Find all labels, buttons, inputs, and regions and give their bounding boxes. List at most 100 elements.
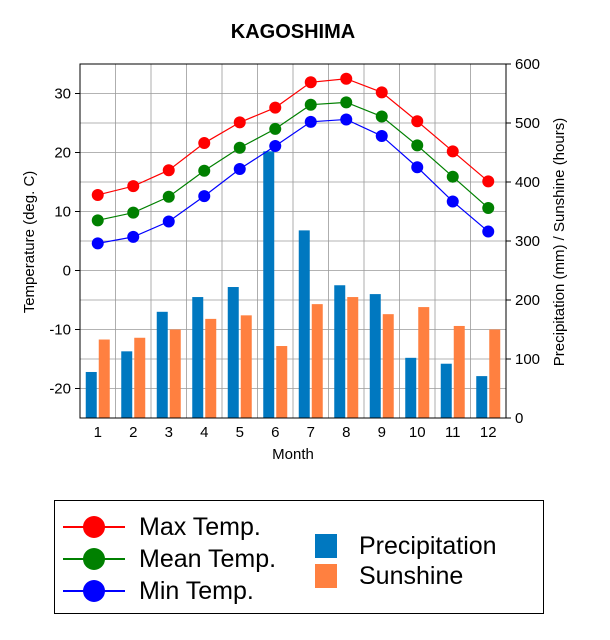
legend-item-sunshine: Sunshine — [315, 562, 463, 590]
y-right-tick-label: 0 — [515, 410, 523, 427]
min-temp-point — [482, 225, 495, 238]
max-temp-point — [91, 188, 104, 201]
min-temp-point — [127, 230, 140, 243]
mean-temp-point — [304, 98, 317, 111]
y-axis-left-label: Temperature (deg. C) — [21, 171, 38, 314]
sunshine-bar — [382, 314, 394, 418]
mean-temp-point — [446, 170, 459, 183]
legend-label-sunshine: Sunshine — [359, 562, 464, 590]
precipitation-swatch — [315, 534, 337, 558]
x-tick-label: 8 — [342, 424, 350, 441]
mean-temp-point — [233, 141, 246, 154]
x-tick-label: 4 — [200, 424, 208, 441]
y-left-tick-label: -10 — [49, 322, 71, 339]
max-temp-point — [304, 76, 317, 89]
sunshine-bar — [347, 297, 359, 418]
mean-temp-point — [162, 190, 175, 203]
min-temp-point — [198, 190, 211, 203]
min-temp-point — [233, 163, 246, 176]
max-temp-point — [269, 101, 282, 114]
y-axis-right-label: Precipitation (mm) / Sunshine (hours) — [551, 118, 568, 366]
legend-item-precipitation: Precipitation — [315, 532, 497, 560]
y-right-tick-label: 100 — [515, 351, 540, 368]
x-tick-label: 7 — [307, 424, 315, 441]
y-left-tick-label: 30 — [54, 86, 71, 103]
mean-temp-line — [97, 101, 489, 221]
precipitation-bar — [227, 287, 239, 418]
legend-item-mean-temp: Mean Temp. — [63, 545, 276, 573]
max-temp-line — [97, 78, 489, 196]
min-temp-point — [340, 113, 353, 126]
precipitation-bar — [263, 151, 275, 418]
min-temp-swatch-dot — [83, 580, 105, 602]
precipitation-bar — [369, 294, 381, 418]
sunshine-bar — [169, 329, 181, 418]
chart-title: KAGOSHIMA — [231, 21, 355, 43]
x-tick-label: 11 — [445, 424, 461, 441]
min-temp-point — [304, 115, 317, 128]
x-tick-label: 5 — [236, 424, 244, 441]
x-tick-label: 3 — [165, 424, 173, 441]
max-temp-swatch-dot — [83, 516, 105, 538]
x-tick-label: 10 — [409, 424, 426, 441]
precipitation-bar — [121, 351, 133, 418]
sunshine-bar — [98, 339, 110, 418]
x-tick-label: 1 — [94, 424, 102, 441]
legend-item-max-temp: Max Temp. — [63, 513, 261, 541]
sunshine-bar — [311, 304, 323, 418]
min-temp-point — [269, 140, 282, 153]
precipitation-bar — [440, 363, 452, 418]
precipitation-bar — [405, 357, 417, 418]
sunshine-swatch — [315, 564, 337, 588]
sunshine-bar — [453, 325, 465, 418]
precipitation-bar — [476, 376, 488, 418]
max-temp-point — [127, 180, 140, 193]
mean-temp-point — [482, 201, 495, 214]
sunshine-bar — [134, 337, 146, 418]
y-left-tick-label: 20 — [54, 145, 71, 162]
max-temp-point — [375, 86, 388, 99]
max-temp-point — [162, 164, 175, 177]
line-series — [91, 72, 495, 250]
precipitation-bar — [85, 371, 97, 418]
precipitation-bar — [192, 297, 204, 418]
min-temp-point — [91, 237, 104, 250]
mean-temp-point — [91, 214, 104, 227]
mean-temp-point — [375, 110, 388, 123]
mean-temp-point — [269, 122, 282, 135]
grid — [80, 64, 506, 418]
bar-series — [85, 151, 501, 418]
mean-temp-swatch — [63, 547, 125, 571]
y-right-tick-label: 500 — [515, 115, 540, 132]
max-temp-point — [340, 72, 353, 85]
x-tick-label: 2 — [129, 424, 137, 441]
legend: Max Temp. Mean Temp. Min Temp. Precipita… — [54, 500, 544, 614]
y-right-tick-label: 400 — [515, 174, 540, 191]
legend-item-min-temp: Min Temp. — [63, 577, 254, 605]
mean-temp-point — [411, 139, 424, 152]
x-tick-label: 6 — [271, 424, 279, 441]
sunshine-bar — [418, 307, 430, 418]
y-right-tick-label: 600 — [515, 56, 540, 73]
sunshine-bar — [276, 346, 288, 418]
x-tick-label: 12 — [480, 424, 497, 441]
sunshine-bar — [489, 329, 501, 418]
y-left-tick-label: 0 — [63, 263, 71, 280]
max-temp-point — [446, 145, 459, 158]
x-axis-label: Month — [272, 446, 314, 463]
legend-label-precipitation: Precipitation — [359, 532, 497, 560]
min-temp-line — [97, 118, 489, 244]
y-right-tick-label: 300 — [515, 233, 540, 250]
legend-label-mean-temp: Mean Temp. — [139, 545, 277, 573]
y-left-tick-label: 10 — [54, 204, 71, 221]
max-temp-point — [411, 115, 424, 128]
y-left-tick-label: -20 — [49, 381, 71, 398]
mean-temp-point — [340, 96, 353, 109]
max-temp-point — [233, 116, 246, 129]
min-temp-point — [375, 129, 388, 142]
precipitation-bar — [334, 285, 346, 418]
mean-temp-swatch-dot — [83, 548, 105, 570]
y-right-tick-label: 200 — [515, 292, 540, 309]
